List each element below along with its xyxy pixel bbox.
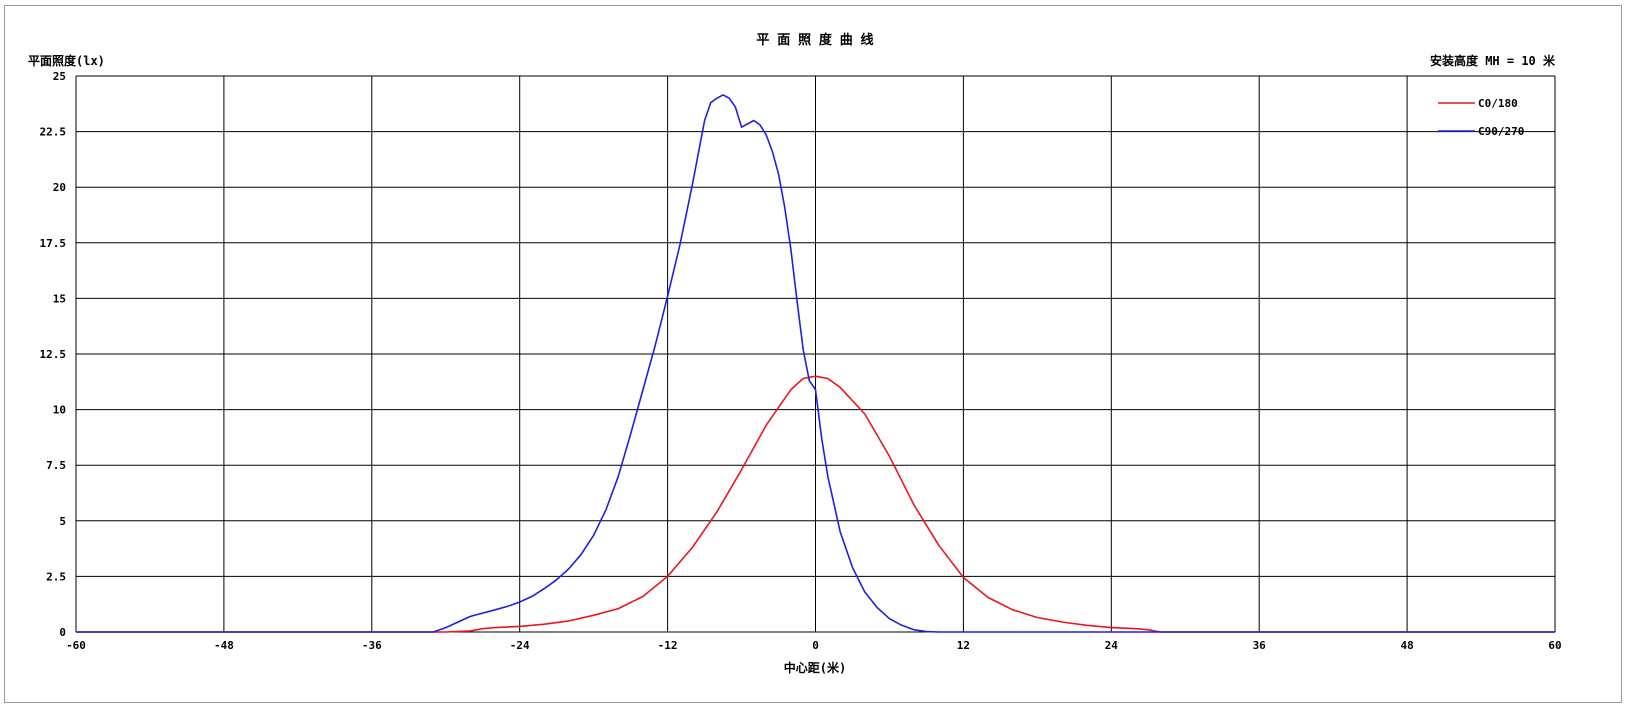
y-tick-label: 0	[59, 626, 66, 639]
x-axis-label: 中心距(米)	[784, 660, 846, 675]
x-tick-label: 12	[957, 639, 970, 652]
chart-title: 平 面 照 度 曲 线	[756, 32, 873, 48]
grid-lines	[75, 75, 1556, 633]
x-tick-label: 60	[1548, 639, 1561, 652]
x-tick-label: 48	[1400, 639, 1413, 652]
y-tick-label: 25	[53, 70, 66, 83]
x-tick-label: -24	[510, 639, 530, 652]
x-tick-label: 36	[1253, 639, 1267, 652]
chart-frame	[4, 5, 1622, 703]
legend-entry: C0/180	[1478, 97, 1518, 110]
x-tick-label: -60	[66, 639, 86, 652]
mounting-height-annotation: 安装高度 MH = 10 米	[1430, 53, 1556, 68]
x-tick-labels: -60 -48 -36 -24 -12 0 12 24 36 48 60	[66, 639, 1562, 652]
x-tick-label: -48	[214, 639, 234, 652]
y-tick-label: 7.5	[46, 459, 66, 472]
y-tick-label: 5	[59, 515, 66, 528]
y-tick-label: 17.5	[40, 237, 67, 250]
y-tick-label: 15	[53, 292, 66, 305]
legend: C0/180 C90/270	[1438, 97, 1524, 138]
series-lines	[76, 94, 1555, 633]
y-tick-label: 2.5	[46, 570, 66, 583]
x-tick-label: 24	[1105, 639, 1119, 652]
y-tick-labels: 0 2.5 5 7.5 10 12.5 15 17.5 20 22.5 25	[40, 70, 67, 639]
x-tick-label: 0	[812, 639, 819, 652]
y-axis-label: 平面照度(lx)	[28, 53, 105, 68]
legend-entry: C90/270	[1478, 125, 1524, 138]
x-tick-label: -12	[658, 639, 678, 652]
y-tick-label: 10	[53, 404, 66, 417]
series-line-c90-270	[76, 94, 1555, 633]
y-tick-label: 12.5	[40, 348, 67, 361]
x-tick-label: -36	[362, 639, 382, 652]
y-tick-label: 22.5	[40, 126, 67, 139]
y-tick-label: 20	[53, 181, 66, 194]
